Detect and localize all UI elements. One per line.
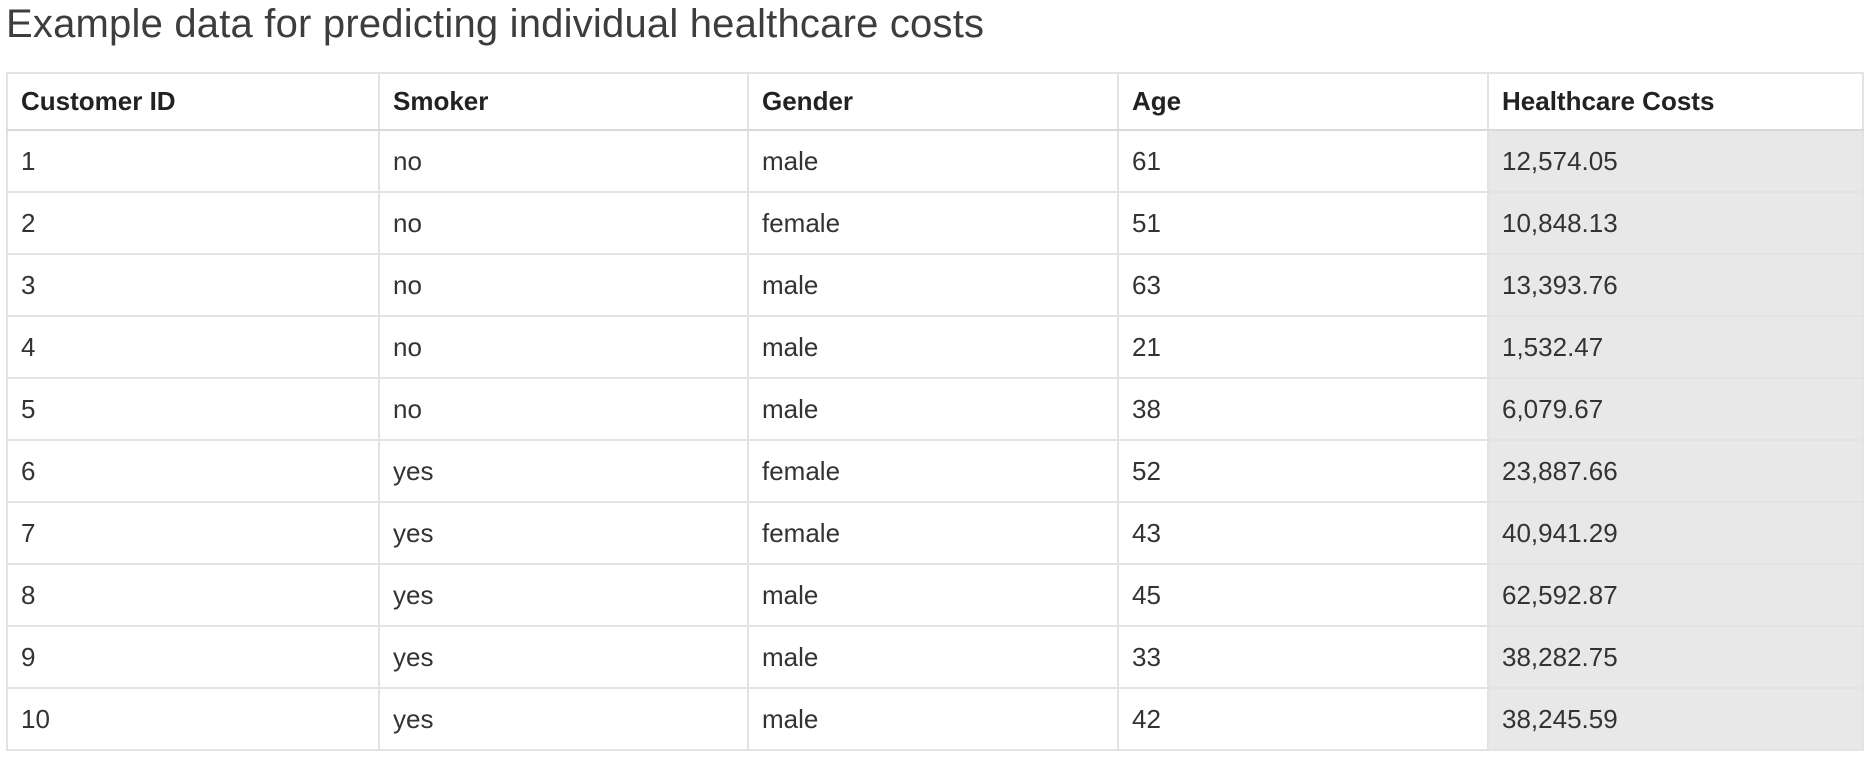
cell-customer-id: 5 — [6, 377, 380, 441]
cell-smoker: yes — [378, 439, 749, 503]
cell-healthcare-costs: 40,941.29 — [1487, 501, 1864, 565]
cell-gender: male — [747, 253, 1119, 317]
cell-customer-id: 1 — [6, 129, 380, 193]
cell-age: 63 — [1117, 253, 1489, 317]
cell-healthcare-costs: 13,393.76 — [1487, 253, 1864, 317]
cell-gender: female — [747, 191, 1119, 255]
cell-healthcare-costs: 62,592.87 — [1487, 563, 1864, 627]
cell-customer-id: 9 — [6, 625, 380, 689]
cell-smoker: yes — [378, 687, 749, 751]
table-row: 9 yes male 33 38,282.75 — [6, 625, 1864, 689]
cell-healthcare-costs: 1,532.47 — [1487, 315, 1864, 379]
column-header-gender: Gender — [747, 72, 1119, 131]
column-header-age: Age — [1117, 72, 1489, 131]
cell-customer-id: 4 — [6, 315, 380, 379]
cell-smoker: no — [378, 253, 749, 317]
cell-age: 61 — [1117, 129, 1489, 193]
cell-smoker: no — [378, 191, 749, 255]
cell-healthcare-costs: 38,245.59 — [1487, 687, 1864, 751]
header-row: Customer ID Smoker Gender Age Healthcare… — [6, 72, 1864, 131]
cell-healthcare-costs: 23,887.66 — [1487, 439, 1864, 503]
cell-smoker: no — [378, 129, 749, 193]
cell-gender: male — [747, 687, 1119, 751]
cell-smoker: no — [378, 377, 749, 441]
table-header: Customer ID Smoker Gender Age Healthcare… — [6, 72, 1864, 131]
cell-gender: male — [747, 315, 1119, 379]
cell-gender: male — [747, 625, 1119, 689]
cell-customer-id: 3 — [6, 253, 380, 317]
table-row: 5 no male 38 6,079.67 — [6, 377, 1864, 441]
cell-customer-id: 8 — [6, 563, 380, 627]
cell-gender: male — [747, 129, 1119, 193]
cell-age: 51 — [1117, 191, 1489, 255]
cell-customer-id: 2 — [6, 191, 380, 255]
cell-age: 42 — [1117, 687, 1489, 751]
cell-gender: female — [747, 501, 1119, 565]
cell-age: 21 — [1117, 315, 1489, 379]
table-row: 1 no male 61 12,574.05 — [6, 129, 1864, 193]
cell-age: 38 — [1117, 377, 1489, 441]
column-header-healthcare-costs: Healthcare Costs — [1487, 72, 1864, 131]
cell-age: 45 — [1117, 563, 1489, 627]
cell-gender: male — [747, 563, 1119, 627]
table-body: 1 no male 61 12,574.05 2 no female 51 10… — [6, 129, 1864, 751]
cell-gender: female — [747, 439, 1119, 503]
cell-customer-id: 6 — [6, 439, 380, 503]
cell-age: 43 — [1117, 501, 1489, 565]
cell-age: 33 — [1117, 625, 1489, 689]
cell-smoker: no — [378, 315, 749, 379]
cell-smoker: yes — [378, 563, 749, 627]
column-header-customer-id: Customer ID — [6, 72, 380, 131]
table-row: 3 no male 63 13,393.76 — [6, 253, 1864, 317]
cell-gender: male — [747, 377, 1119, 441]
cell-healthcare-costs: 12,574.05 — [1487, 129, 1864, 193]
cell-age: 52 — [1117, 439, 1489, 503]
table-row: 10 yes male 42 38,245.59 — [6, 687, 1864, 751]
table-row: 7 yes female 43 40,941.29 — [6, 501, 1864, 565]
cell-healthcare-costs: 6,079.67 — [1487, 377, 1864, 441]
table-row: 4 no male 21 1,532.47 — [6, 315, 1864, 379]
table-row: 2 no female 51 10,848.13 — [6, 191, 1864, 255]
healthcare-costs-table: Customer ID Smoker Gender Age Healthcare… — [6, 72, 1864, 751]
cell-smoker: yes — [378, 501, 749, 565]
table-row: 8 yes male 45 62,592.87 — [6, 563, 1864, 627]
cell-customer-id: 10 — [6, 687, 380, 751]
table-caption: Example data for predicting individual h… — [6, 2, 985, 46]
cell-healthcare-costs: 10,848.13 — [1487, 191, 1864, 255]
column-header-smoker: Smoker — [378, 72, 749, 131]
cell-healthcare-costs: 38,282.75 — [1487, 625, 1864, 689]
cell-smoker: yes — [378, 625, 749, 689]
cell-customer-id: 7 — [6, 501, 380, 565]
table-row: 6 yes female 52 23,887.66 — [6, 439, 1864, 503]
